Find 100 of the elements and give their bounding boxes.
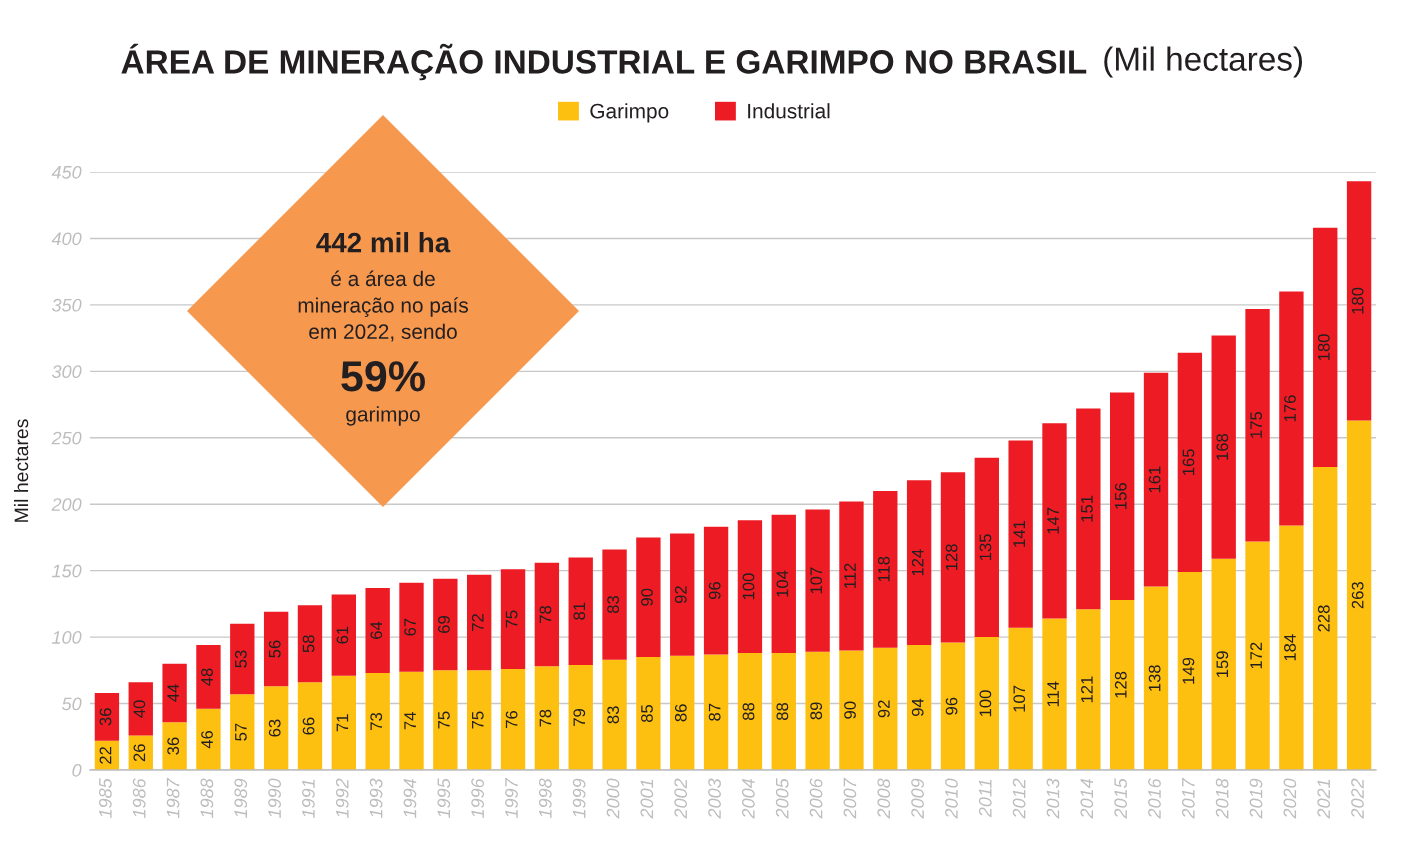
x-tick-label: 2009: [911, 778, 924, 819]
data-label: 128: [1114, 671, 1127, 698]
bar: [1177, 572, 1203, 770]
chart-subtitle: (Mil hectares): [1104, 46, 1303, 78]
data-label: 176: [1284, 395, 1296, 422]
x-tick-label: 2011: [978, 779, 992, 818]
bar: [331, 594, 356, 676]
data-label: 58: [302, 635, 315, 653]
bar: [1211, 558, 1236, 770]
bar: [1110, 599, 1135, 770]
bar: [1110, 392, 1135, 600]
bar: [1076, 408, 1101, 610]
data-label: 147: [1047, 507, 1059, 534]
bar: [974, 457, 999, 638]
legend-label: Industrial: [748, 103, 830, 119]
x-tick-label: 2003: [708, 778, 721, 819]
x-tick-label: 2008: [877, 778, 891, 819]
data-label: 172: [1250, 642, 1262, 669]
data-label: 69: [438, 616, 450, 633]
bar: [331, 675, 356, 770]
bar: [805, 509, 830, 652]
bar: [568, 557, 593, 666]
bar: [1279, 291, 1304, 526]
data-label: 118: [877, 556, 890, 582]
y-tick-label: 0: [72, 763, 82, 777]
bar: [737, 520, 763, 654]
x-tick-label: 2010: [945, 778, 958, 819]
x-tick-label: 2015: [1114, 778, 1128, 819]
bar: [839, 501, 864, 651]
bar: [1245, 541, 1270, 770]
data-label: 46: [201, 730, 213, 749]
bar: [873, 490, 898, 648]
data-label: 71: [336, 714, 349, 732]
data-label: 165: [1182, 449, 1195, 475]
data-label: 75: [438, 711, 450, 729]
bar: [839, 650, 864, 770]
x-tick-label: 2022: [1351, 778, 1364, 819]
x-tick-label: 1998: [538, 778, 552, 819]
y-tick-label: 300: [51, 365, 82, 379]
x-tick-label: 2007: [843, 777, 857, 819]
data-label: 75: [472, 711, 484, 729]
data-label: 87: [708, 703, 721, 721]
data-label: 61: [336, 626, 349, 644]
x-tick-label: 1990: [268, 778, 281, 819]
data-label: 114: [1047, 681, 1059, 707]
chart-title: ÁREA DE MINERAÇÃO INDUSTRIAL E GARIMPO NO BRASIL: [121, 43, 1087, 81]
data-label: 79: [573, 709, 586, 726]
x-tick-label: 2017: [1181, 777, 1195, 819]
annotation: 442 mil ha: [316, 232, 451, 253]
y-axis-title: Mil hectares: [13, 419, 29, 522]
data-label: 88: [776, 702, 789, 721]
x-tick-label: 1989: [234, 778, 248, 819]
data-label: 88: [742, 702, 755, 721]
data-label: 22: [99, 746, 112, 764]
bar: [500, 669, 526, 770]
data-label: 100: [979, 690, 992, 717]
bar: [1042, 618, 1067, 770]
bar: [162, 722, 187, 770]
bar: [500, 569, 526, 669]
data-label: 67: [404, 618, 416, 636]
legend-label: Garimpo: [590, 103, 669, 123]
data-label: 168: [1216, 433, 1229, 460]
bar: [873, 647, 898, 770]
x-tick-label: 1987: [166, 777, 180, 819]
bar: [128, 682, 153, 736]
data-label: 83: [607, 706, 620, 724]
bar: [433, 670, 458, 770]
x-tick-label: 1994: [403, 779, 417, 819]
data-label: 128: [945, 544, 958, 571]
bar: [196, 645, 221, 709]
y-tick-label: 250: [51, 431, 82, 445]
data-label: 124: [911, 549, 924, 576]
bar: [805, 651, 830, 770]
bar: [297, 682, 323, 770]
data-label: 78: [539, 605, 552, 623]
bar: [263, 686, 289, 770]
bar: [636, 537, 661, 658]
data-label: 96: [945, 697, 958, 715]
bar: [602, 549, 627, 660]
x-tick-label: 1995: [437, 778, 451, 819]
x-tick-label: 2006: [809, 778, 823, 819]
bar: [1211, 335, 1236, 559]
data-label: 100: [742, 573, 755, 600]
data-label: 81: [573, 602, 586, 620]
y-tick-label: 150: [52, 564, 82, 578]
bar: [162, 663, 187, 723]
data-label: 180: [1317, 334, 1330, 361]
x-tick-label: 2013: [1046, 778, 1060, 819]
data-label: 75: [505, 610, 518, 628]
bar: [433, 578, 458, 671]
x-tick-label: 2020: [1283, 778, 1297, 819]
x-tick-label: 1988: [200, 778, 214, 819]
data-label: 180: [1351, 287, 1364, 314]
x-tick-label: 2012: [1012, 778, 1026, 819]
data-label: 73: [370, 712, 383, 730]
data-label: 159: [1216, 651, 1229, 677]
data-label: 48: [201, 668, 213, 686]
data-label: 263: [1351, 582, 1364, 609]
bar: [365, 672, 390, 770]
x-tick-label: 2001: [640, 779, 654, 819]
